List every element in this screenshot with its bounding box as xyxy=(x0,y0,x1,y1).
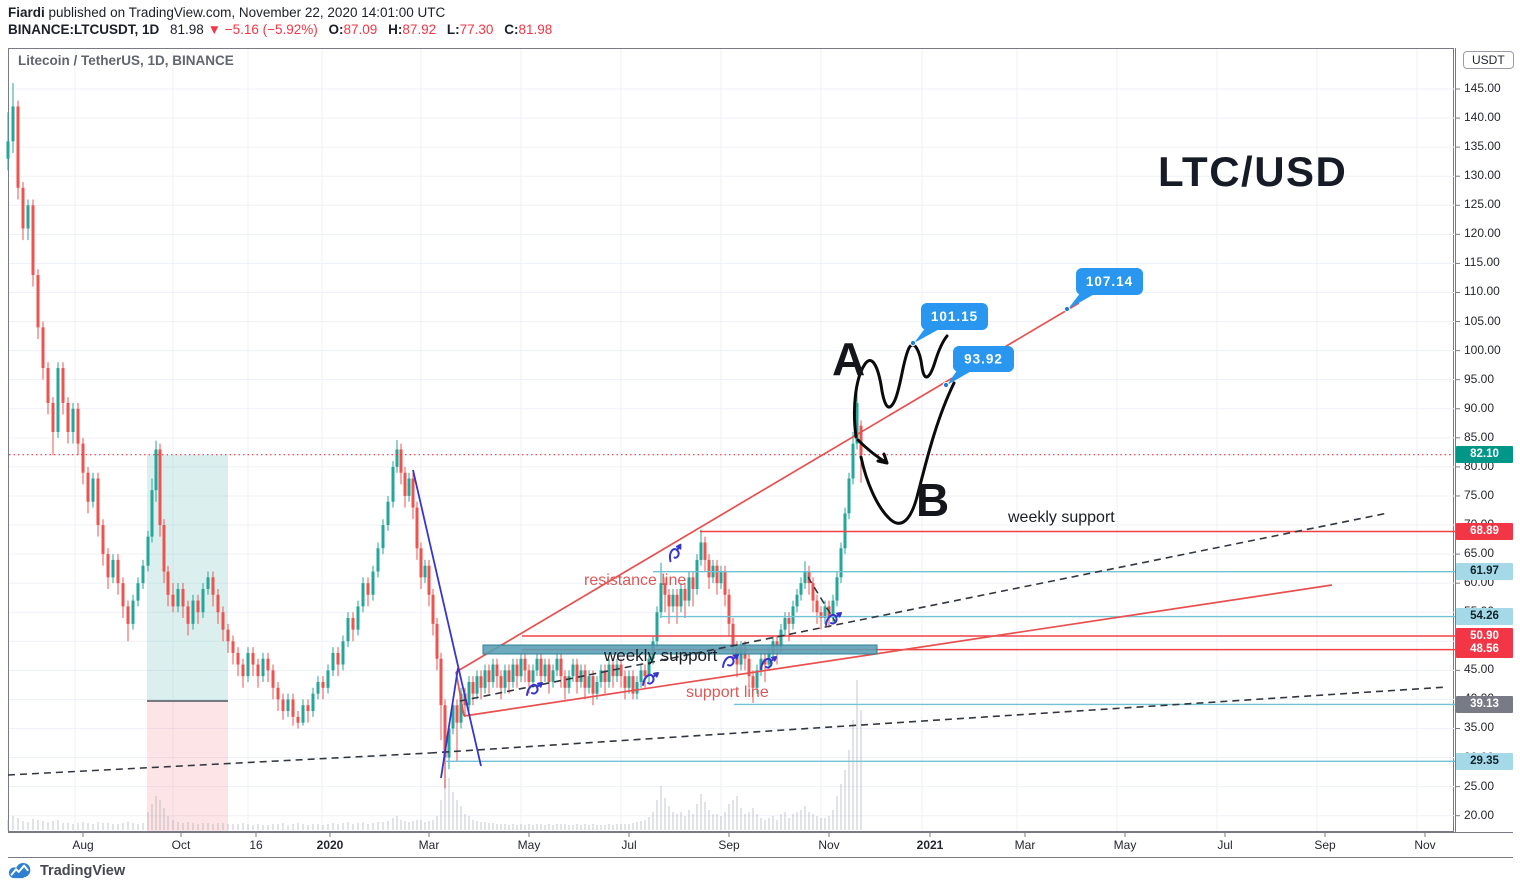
y-axis-tick-label: 100.00 xyxy=(1464,342,1501,357)
y-axis-tick-label: 65.00 xyxy=(1464,546,1495,561)
low-value: 77.30 xyxy=(459,22,494,37)
weekly-support-right-label[interactable]: weekly support xyxy=(1008,509,1115,526)
x-axis-tick-label: 2021 xyxy=(916,838,944,852)
tradingview-logo-text: TradingView xyxy=(40,863,126,879)
low-label: L: xyxy=(446,22,460,37)
y-axis-tick-label: 45.00 xyxy=(1464,662,1495,677)
x-axis-tick-label: Mar xyxy=(1014,838,1036,852)
y-axis-tick-label: 140.00 xyxy=(1464,110,1501,125)
x-axis-tick-label: 16 xyxy=(249,838,263,852)
y-axis-tick-label: 135.00 xyxy=(1464,139,1501,154)
publish-text: published on TradingView.com, November 2… xyxy=(44,5,446,20)
y-axis-tick-label: 25.00 xyxy=(1464,778,1495,793)
weekly-support-left-label[interactable]: weekly support xyxy=(604,646,718,665)
price-level-badge: 54.26 xyxy=(1456,608,1513,626)
price-level-badge: 39.13 xyxy=(1456,695,1513,713)
y-axis-tick-label: 75.00 xyxy=(1464,487,1495,502)
close-value: 81.98 xyxy=(518,22,553,37)
x-axis-tick-label: May xyxy=(1113,838,1137,852)
support-line-label[interactable]: support line xyxy=(686,684,769,701)
x-axis-tick-label: Mar xyxy=(418,838,440,852)
y-axis-tick-label: 120.00 xyxy=(1464,226,1501,241)
y-axis-tick-label: 85.00 xyxy=(1464,429,1495,444)
x-axis-tick-label: Oct xyxy=(171,838,191,852)
x-axis-tick-label: Jul xyxy=(621,838,637,852)
x-axis-tick-label: Nov xyxy=(1414,838,1436,852)
chart-legend[interactable]: Litecoin / TetherUS, 1D, BINANCE xyxy=(18,53,234,68)
high-label: H: xyxy=(388,22,403,37)
price-level-badge: 29.35 xyxy=(1456,752,1513,770)
x-axis-tick-label: Sep xyxy=(1314,838,1336,852)
price-level-badge: 68.89 xyxy=(1456,522,1513,540)
price-level-badge: 48.56 xyxy=(1456,641,1513,659)
tradingview-logo-icon xyxy=(8,862,31,879)
x-axis-tick-label: Jul xyxy=(1217,838,1233,852)
y-axis-tick-label: 20.00 xyxy=(1464,807,1495,822)
y-axis-tick-label: 110.00 xyxy=(1464,284,1500,299)
last-price: 81.98 xyxy=(170,22,204,37)
y-axis-tick-label: 35.00 xyxy=(1464,720,1495,735)
y-axis-tick-label: 115.00 xyxy=(1464,255,1500,270)
author-name: Fiardi xyxy=(8,5,45,20)
open-value: 87.09 xyxy=(343,22,378,37)
x-axis-tick-label: Sep xyxy=(718,838,740,852)
y-axis-tick-label: 125.00 xyxy=(1464,197,1501,212)
symbol-label: BINANCE:LTCUSDT, 1D xyxy=(8,22,160,37)
time-axis[interactable] xyxy=(8,832,1513,858)
resistance-line-label[interactable]: resistance line xyxy=(584,572,687,589)
axis-unit-button[interactable]: USDT xyxy=(1463,51,1514,69)
y-axis-tick-label: 145.00 xyxy=(1464,81,1501,95)
y-axis-tick-label: 90.00 xyxy=(1464,400,1495,415)
watermark-symbol: LTC/USD xyxy=(1158,148,1348,195)
y-axis-tick-label: 95.00 xyxy=(1464,371,1495,386)
x-axis-tick-label: May xyxy=(517,838,541,852)
x-axis-tick-label: 2020 xyxy=(316,838,344,852)
price-change: ▼ −5.16 (−5.92%) xyxy=(207,22,318,37)
high-value: 87.92 xyxy=(402,22,437,37)
price-level-badge: 82.10 xyxy=(1456,446,1513,464)
price-level-badge: 61.97 xyxy=(1456,563,1513,581)
y-axis-tick-label: 105.00 xyxy=(1464,313,1501,328)
y-axis-tick-label: 130.00 xyxy=(1464,168,1501,183)
tradingview-footer[interactable]: TradingView xyxy=(8,862,125,880)
x-axis-tick-label: Nov xyxy=(818,838,840,852)
price-level-badge: 50.90 xyxy=(1456,627,1513,645)
open-label: O: xyxy=(328,22,344,37)
publish-info: Fiardi published on TradingView.com, Nov… xyxy=(8,5,445,20)
x-axis-tick-label: Aug xyxy=(72,838,94,852)
ohlc-row: BINANCE:LTCUSDT, 1D 81.98 ▼ −5.16 (−5.92… xyxy=(8,22,552,37)
close-label: C: xyxy=(504,22,519,37)
